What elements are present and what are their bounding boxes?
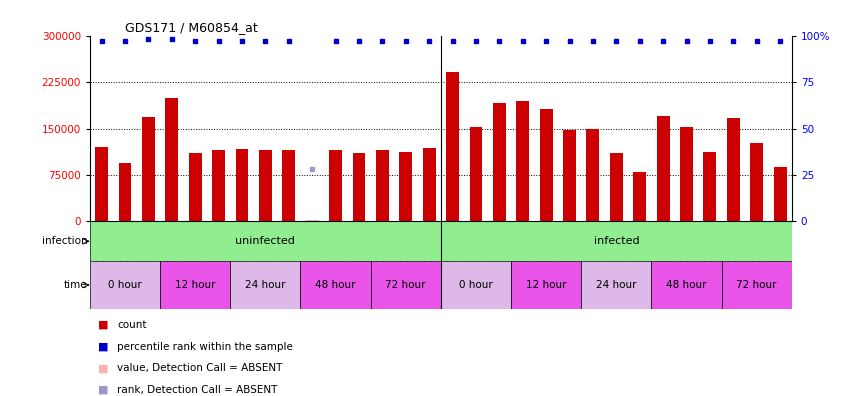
Text: GDS171 / M60854_at: GDS171 / M60854_at (125, 21, 258, 34)
Bar (493, 103, 506, 221)
Bar (609, 153, 623, 221)
Bar (586, 129, 599, 221)
Bar (441, 221, 792, 261)
Bar (657, 116, 669, 221)
Bar (259, 150, 272, 221)
Text: rank, Detection Call = ABSENT: rank, Detection Call = ABSENT (117, 385, 277, 395)
Bar (118, 163, 132, 221)
Text: 0 hour: 0 hour (459, 280, 493, 290)
Bar (300, 261, 371, 309)
Bar (90, 221, 441, 261)
Bar (353, 153, 366, 221)
Bar (651, 261, 722, 309)
Text: 48 hour: 48 hour (666, 280, 707, 290)
Bar (188, 153, 202, 221)
Bar (90, 261, 160, 309)
Bar (727, 118, 740, 221)
Bar (581, 261, 651, 309)
Bar (680, 127, 693, 221)
Text: 0 hour: 0 hour (108, 280, 142, 290)
Bar (516, 101, 529, 221)
Bar (704, 152, 716, 221)
Text: ■: ■ (98, 341, 109, 352)
Text: 12 hour: 12 hour (526, 280, 567, 290)
Text: 48 hour: 48 hour (315, 280, 356, 290)
Text: 12 hour: 12 hour (175, 280, 216, 290)
Bar (306, 220, 318, 221)
Bar (235, 149, 248, 221)
Bar (329, 150, 342, 221)
Text: 24 hour: 24 hour (596, 280, 637, 290)
Bar (212, 150, 225, 221)
Text: value, Detection Call = ABSENT: value, Detection Call = ABSENT (117, 363, 282, 373)
Text: 24 hour: 24 hour (245, 280, 286, 290)
Text: ■: ■ (98, 385, 109, 395)
Bar (399, 152, 413, 221)
Bar (539, 109, 553, 221)
Text: infected: infected (593, 236, 639, 246)
Bar (371, 261, 441, 309)
Bar (282, 150, 295, 221)
Bar (774, 167, 787, 221)
Bar (750, 143, 764, 221)
Bar (563, 130, 576, 221)
Text: ■: ■ (98, 363, 109, 373)
Bar (165, 97, 178, 221)
Bar (142, 117, 155, 221)
Bar (511, 261, 581, 309)
Bar (722, 261, 792, 309)
Bar (95, 147, 108, 221)
Text: ■: ■ (98, 320, 109, 330)
Bar (376, 150, 389, 221)
Text: count: count (117, 320, 146, 330)
Bar (230, 261, 300, 309)
Text: 72 hour: 72 hour (736, 280, 777, 290)
Bar (469, 127, 483, 221)
Text: infection: infection (42, 236, 87, 246)
Bar (423, 148, 436, 221)
Bar (446, 72, 459, 221)
Bar (441, 261, 511, 309)
Bar (160, 261, 230, 309)
Text: 72 hour: 72 hour (385, 280, 426, 290)
Text: time: time (64, 280, 87, 290)
Text: percentile rank within the sample: percentile rank within the sample (117, 341, 293, 352)
Bar (633, 172, 646, 221)
Text: uninfected: uninfected (235, 236, 295, 246)
